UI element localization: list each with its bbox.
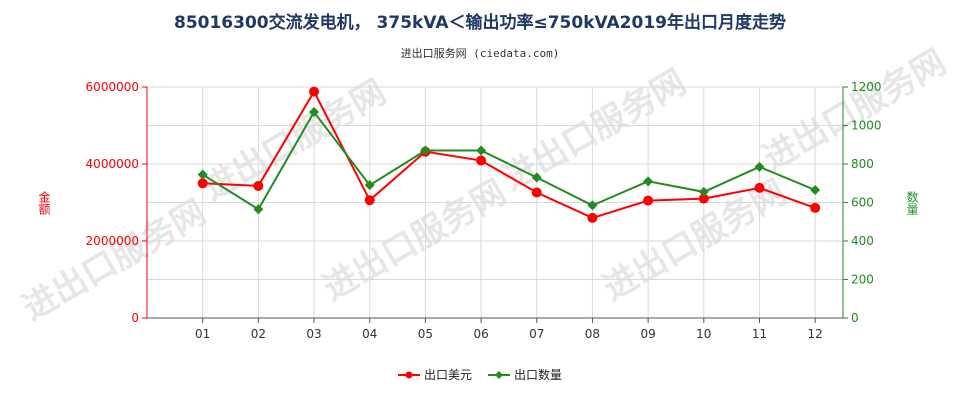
right-axis-tick-label: 0 — [851, 311, 859, 325]
watermark-text: 进出口服务网 — [596, 172, 793, 309]
x-axis-tick-label: 11 — [752, 327, 767, 341]
series-layer — [197, 86, 821, 223]
series-1-point — [309, 107, 320, 118]
series-1-point — [197, 169, 208, 180]
series-0-point — [531, 187, 542, 198]
series-1-point — [643, 176, 654, 187]
x-axis-tick-label: 12 — [808, 327, 823, 341]
left-axis-tick-label: 2000000 — [86, 234, 139, 248]
series-0-point — [810, 202, 821, 213]
series-1-point — [754, 161, 765, 172]
series-0-point — [698, 193, 709, 204]
right-axis-tick-label: 1200 — [851, 80, 882, 94]
series-1-point — [531, 172, 542, 183]
series-0-point — [197, 178, 208, 189]
right-axis-tick-label: 200 — [851, 273, 874, 287]
series-1-point — [420, 145, 431, 156]
chart-subtitle: 进出口服务网 (ciedata.com) — [400, 47, 560, 60]
watermark-text: 进出口服务网 — [496, 62, 693, 199]
series-0-point — [643, 195, 654, 206]
series-1-point — [476, 145, 487, 156]
axes: 0 2000000 4000000 6000000 0 200 400 600 800 1000 1… — [37, 80, 919, 341]
series-line-1 — [202, 110, 816, 211]
legend: 出口美元 出口数量 — [398, 367, 562, 382]
legend-marker-1 — [495, 371, 503, 379]
series-0-point — [754, 182, 765, 193]
watermark-text: 进出口服务网 — [316, 172, 513, 309]
right-axis-tick-label: 1000 — [851, 119, 882, 133]
left-axis-tick-label: 6000000 — [86, 80, 139, 94]
series-0-point — [309, 86, 320, 97]
x-axis-tick-label: 06 — [473, 327, 488, 341]
legend-marker-0 — [405, 371, 413, 379]
right-axis-tick-label: 600 — [851, 196, 874, 210]
series-line-0 — [202, 89, 816, 219]
x-axis-tick-label: 10 — [696, 327, 711, 341]
series-0-point — [253, 180, 264, 191]
left-axis-tick-label: 0 — [131, 311, 139, 325]
series-0-point — [476, 155, 487, 166]
legend-label-0: 出口美元 — [424, 368, 472, 382]
series-1-point — [364, 180, 375, 191]
x-axis-tick-label: 02 — [251, 327, 266, 341]
series-0-point — [364, 195, 375, 206]
x-axis-tick-label: 01 — [195, 327, 210, 341]
series-1-point — [253, 204, 264, 215]
x-axis-tick-label: 08 — [585, 327, 600, 341]
chart-title: 85016300交流发电机， 375kVA＜输出功率≤750kVA2019年出口… — [173, 13, 786, 33]
right-axis-tick-label: 400 — [851, 234, 874, 248]
left-axis-tick-label: 4000000 — [86, 157, 139, 171]
grid-lines — [147, 86, 843, 319]
right-axis-tick-label: 800 — [851, 157, 874, 171]
series-1-point — [587, 200, 598, 211]
left-axis-title: 金额 — [37, 190, 51, 216]
series-0-point — [587, 212, 598, 223]
x-axis-tick-label: 09 — [640, 327, 655, 341]
right-axis-title: 数量 — [905, 190, 919, 215]
series-1-point — [698, 186, 709, 197]
legend-label-1: 出口数量 — [514, 367, 562, 382]
x-axis-tick-label: 04 — [362, 327, 377, 341]
x-axis-tick-label: 07 — [529, 327, 544, 341]
x-axis-tick-label: 05 — [418, 327, 433, 341]
x-axis-tick-label: 03 — [306, 327, 321, 341]
series-1-point — [810, 184, 821, 195]
